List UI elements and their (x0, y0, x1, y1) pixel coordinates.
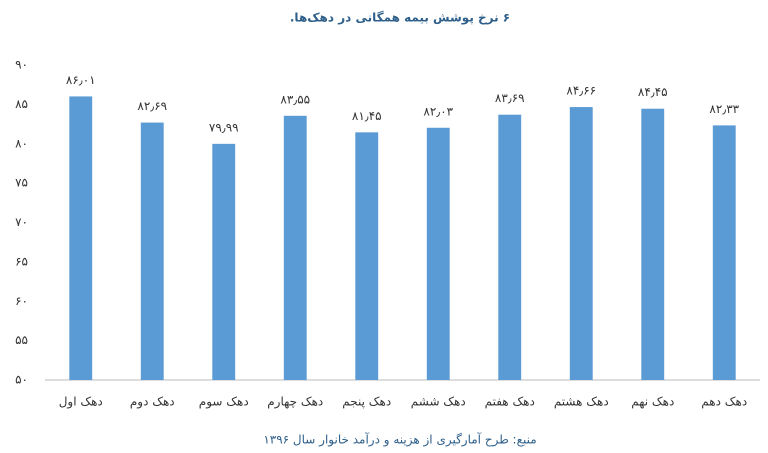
value-label: ۸۶٫۰۱ (66, 73, 96, 87)
x-tick-label: دهک هفتم (485, 395, 535, 409)
x-tick-label: دهک هشتم (554, 395, 609, 409)
value-label: ۷۹٫۹۹ (209, 120, 239, 134)
x-tick-label: دهک ششم (411, 395, 466, 409)
value-label: ۸۲٫۰۳ (423, 104, 453, 118)
value-label: ۸۳٫۵۵ (280, 92, 310, 106)
bar (69, 96, 93, 380)
x-tick-label: دهک نهم (631, 395, 674, 409)
bar (283, 115, 307, 380)
y-tick-label: ۷۰ (15, 215, 28, 229)
x-tick-label: دهک دهم (701, 395, 747, 409)
x-tick-label: دهک دوم (130, 395, 175, 410)
bar (641, 108, 665, 381)
bar (140, 122, 164, 380)
y-tick-label: ۷۵ (15, 176, 28, 190)
x-tick-label: دهک سوم (199, 395, 249, 410)
bar (498, 114, 522, 380)
value-label: ۸۳٫۶۹ (495, 91, 525, 105)
bar (212, 143, 236, 380)
chart-source: منبع: طرح آمارگیری از هزینه و درآمد خانو… (263, 432, 536, 448)
y-tick-label: ۵۵ (15, 333, 28, 347)
y-tick-label: ۸۰ (15, 136, 28, 150)
y-tick-label: ۶۵ (15, 254, 28, 268)
x-tick-label: دهک پنجم (342, 395, 391, 409)
chart-title: ۶ نرخ پوشش بیمه همگانی در دهک‌ها. (290, 11, 510, 26)
x-tick-label: دهک اول (59, 395, 103, 410)
y-tick-label: ۸۵ (15, 97, 28, 111)
value-label: ۸۲٫۶۹ (137, 99, 167, 113)
bar (712, 125, 736, 381)
value-label: ۸۴٫۴۵ (638, 85, 668, 99)
y-tick-label: ۹۰ (15, 58, 28, 72)
bar (569, 107, 593, 381)
value-label: ۸۱٫۴۵ (352, 109, 382, 123)
x-tick-label: دهک چهارم (267, 395, 323, 410)
value-label: ۸۴٫۶۶ (566, 84, 596, 98)
value-label: ۸۲٫۳۳ (709, 102, 739, 116)
y-tick-label: ۵۰ (15, 373, 28, 387)
y-tick-label: ۶۰ (15, 294, 28, 308)
bar (426, 127, 450, 380)
bar (355, 132, 379, 380)
